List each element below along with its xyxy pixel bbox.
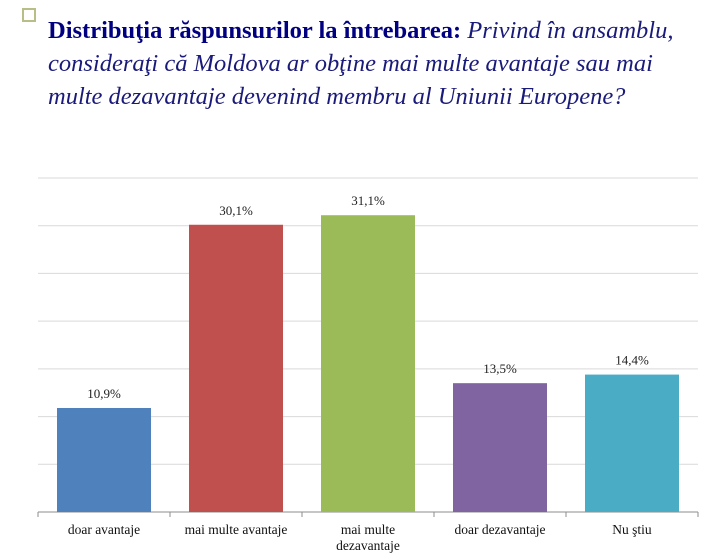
- bar: [321, 215, 415, 512]
- category-label: Nu ştiu: [612, 522, 652, 537]
- bar: [585, 374, 679, 512]
- category-label: mai multe dezavantaje: [336, 522, 400, 553]
- data-label: 13,5%: [483, 361, 517, 376]
- category-label: mai multe avantaje: [185, 522, 288, 537]
- data-label: 30,1%: [219, 203, 253, 218]
- title-bold: Distribuţia răspunsurilor la întrebarea:: [48, 17, 462, 44]
- data-label: 10,9%: [87, 386, 121, 401]
- bar: [453, 383, 547, 512]
- category-label: doar dezavantaje: [454, 522, 545, 537]
- title-question: Privind în ansamblu, consideraţi că Mold…: [48, 17, 674, 110]
- slide-title: Distribuţia răspunsurilor la întrebarea:…: [48, 14, 698, 113]
- category-label: doar avantaje: [68, 522, 140, 537]
- data-label: 31,1%: [351, 193, 385, 208]
- bar: [189, 224, 283, 512]
- data-label: 14,4%: [615, 353, 649, 368]
- slide-bullet: [22, 8, 36, 22]
- bar: [57, 407, 151, 512]
